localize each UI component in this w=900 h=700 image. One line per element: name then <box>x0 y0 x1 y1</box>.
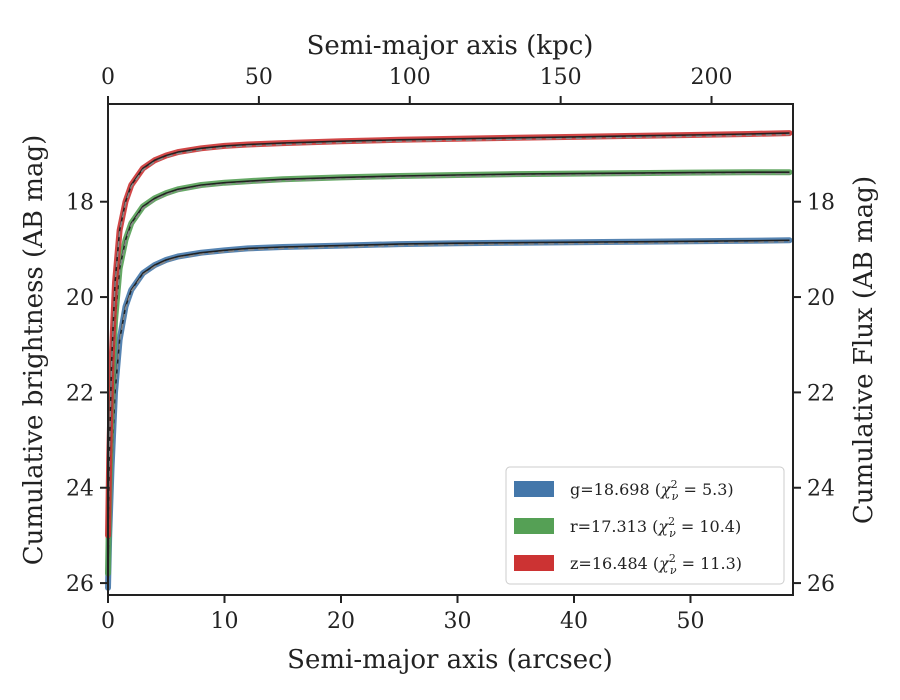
series-model-line-1 <box>107 171 790 574</box>
x-axis-label: Semi-major axis (arcsec) <box>287 645 613 675</box>
x-tick-label-0: 0 <box>101 609 115 634</box>
right-y-tick-label-18: 18 <box>807 191 835 216</box>
legend-label-2: z=16.484 (χ2 ν = 11.3) <box>570 552 742 577</box>
legend-box <box>505 466 785 585</box>
x-tick-label-30: 30 <box>443 609 471 634</box>
top-x-tick-label-50: 50 <box>245 65 273 90</box>
right-y-axis-label: Cumulative Flux (AB mag) <box>849 176 879 524</box>
series-dashed-line-0 <box>107 241 790 590</box>
x-tick-label-10: 10 <box>210 609 238 634</box>
top-x-axis-label: Semi-major axis (kpc) <box>307 31 594 61</box>
right-y-tick-label-24: 24 <box>807 477 835 502</box>
legend-label-1: r=17.313 (χ2 ν = 10.4) <box>570 515 741 540</box>
legend: g=18.698 (χ2 ν = 5.3) r=17.313 (χ2 ν = 10.4… <box>505 466 785 585</box>
top-x-tick-label-150: 150 <box>540 65 582 90</box>
top-x-tick-label-0: 0 <box>101 65 115 90</box>
plot-frame <box>107 103 794 596</box>
x-tick-label-20: 20 <box>327 609 355 634</box>
legend-label-0: g=18.698 (χ2 ν = 5.3) <box>570 478 734 503</box>
y-tick-label-24: 24 <box>66 477 94 502</box>
x-tick-label-50: 50 <box>676 609 704 634</box>
legend-swatch-2 <box>514 555 554 571</box>
y-tick-label-18: 18 <box>66 191 94 216</box>
y-axis-label: Cumulative brightness (AB mag) <box>19 135 49 566</box>
top-x-tick-label-100: 100 <box>389 65 431 90</box>
series-layer <box>105 130 793 591</box>
y-tick-label-20: 20 <box>66 286 94 311</box>
legend-swatch-0 <box>514 481 554 497</box>
right-y-tick-label-22: 22 <box>807 381 835 406</box>
x-tick-label-40: 40 <box>560 609 588 634</box>
series-model-line-2 <box>107 132 790 536</box>
top-x-tick-label-200: 200 <box>691 65 733 90</box>
legend-swatch-1 <box>514 518 554 534</box>
right-y-tick-label-20: 20 <box>807 286 835 311</box>
right-y-tick-label-26: 26 <box>807 572 835 597</box>
ticks-layer: 0 10 20 30 40 50 0 50 100 150 200 18 18 20 20 22 22 24 24 2… <box>66 65 835 634</box>
y-tick-label-26: 26 <box>66 572 94 597</box>
y-tick-label-22: 22 <box>66 381 94 406</box>
